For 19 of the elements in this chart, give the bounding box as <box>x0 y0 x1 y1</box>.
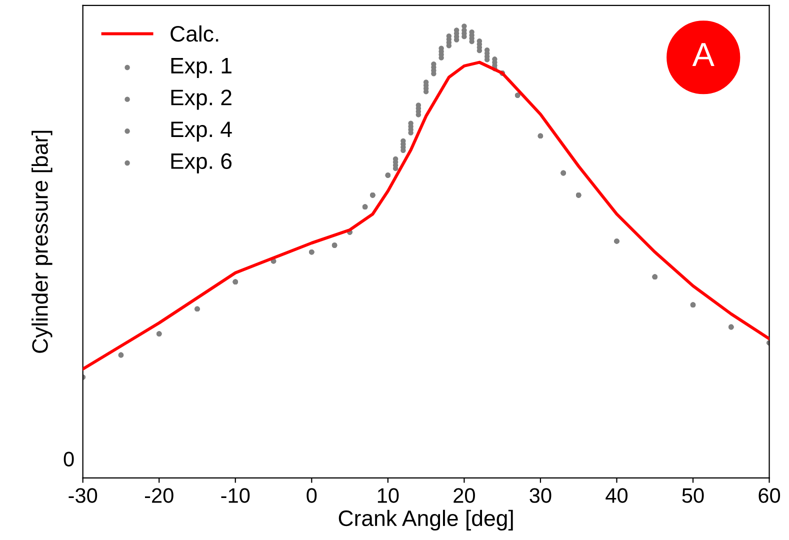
legend-label: Exp. 6 <box>171 153 232 174</box>
y-axis-title: Cylinder pressure [bar] <box>32 130 52 353</box>
x-tick-label: 60 <box>758 488 780 503</box>
x-tick-label: 10 <box>378 488 399 503</box>
annotation: A <box>692 43 714 66</box>
x-tick-label: 20 <box>454 488 475 503</box>
x-tick-label: 40 <box>606 488 628 503</box>
x-tick-label: 50 <box>682 488 704 503</box>
x-tick-label: -10 <box>221 488 250 503</box>
x-tick-label: -20 <box>144 488 174 503</box>
text: 0 <box>64 452 74 466</box>
legend-label: Calc. <box>170 25 218 42</box>
legend-label: Exp. 4 <box>171 122 232 142</box>
x-tick-label: -30 <box>68 488 98 503</box>
x-axis-title: Crank Angle [deg] <box>338 510 513 531</box>
legend-label: Exp. 1 <box>171 58 232 78</box>
x-tick-label: 0 <box>306 488 317 503</box>
legend-label: Exp. 2 <box>171 90 232 110</box>
x-tick-label: 30 <box>530 488 552 503</box>
